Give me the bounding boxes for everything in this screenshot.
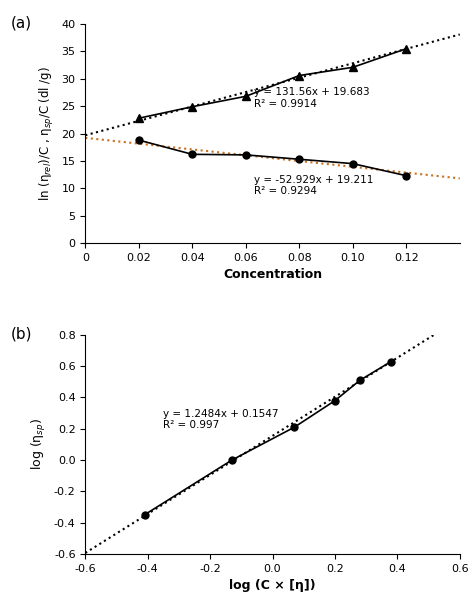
Text: y = 1.2484x + 0.1547
R² = 0.997: y = 1.2484x + 0.1547 R² = 0.997 xyxy=(164,409,279,430)
Y-axis label: ln (η$_{rel}$)/C , η$_{sp}$/C (dl /g): ln (η$_{rel}$)/C , η$_{sp}$/C (dl /g) xyxy=(38,66,56,201)
X-axis label: log (C × [η]): log (C × [η]) xyxy=(229,579,316,592)
Y-axis label: log (η$_{sp}$): log (η$_{sp}$) xyxy=(30,418,48,471)
Text: y = -52.929x + 19.211
R² = 0.9294: y = -52.929x + 19.211 R² = 0.9294 xyxy=(254,175,373,196)
X-axis label: Concentration: Concentration xyxy=(223,268,322,281)
Text: (a): (a) xyxy=(10,15,32,30)
Text: y = 131.56x + 19.683
R² = 0.9914: y = 131.56x + 19.683 R² = 0.9914 xyxy=(254,87,369,109)
Text: (b): (b) xyxy=(10,326,32,341)
